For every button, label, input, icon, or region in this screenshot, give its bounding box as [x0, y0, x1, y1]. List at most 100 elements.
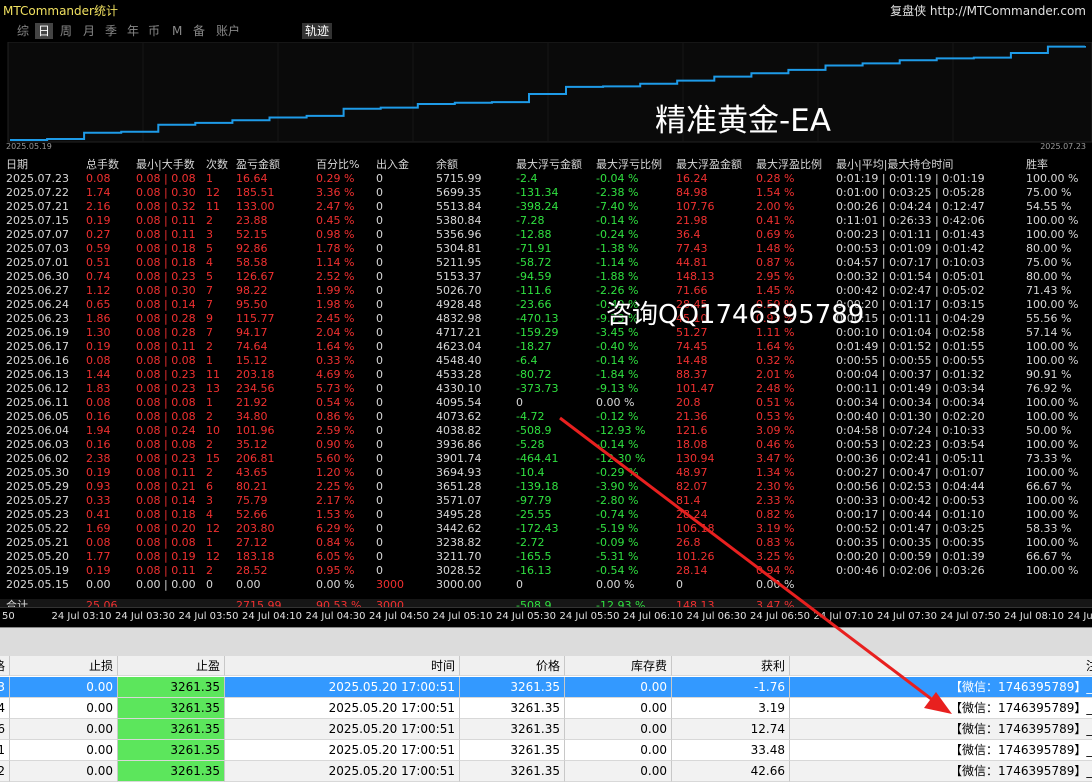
- orders-cell[interactable]: 2025.05.20 17:00:51: [225, 740, 460, 761]
- tab[interactable]: 月: [83, 24, 96, 38]
- orders-cell[interactable]: 0.00: [10, 761, 118, 782]
- orders-cell[interactable]: 【微信：1746395789】_1: [790, 761, 1092, 782]
- stats-cell: 3651.28: [436, 480, 482, 493]
- stats-cell: -131.34: [516, 186, 559, 199]
- tab[interactable]: 季: [105, 24, 118, 38]
- stats-cell: 0: [376, 340, 383, 353]
- orders-cell[interactable]: 3261.35: [460, 740, 565, 761]
- orders-cell[interactable]: 【微信：1746395789】_1: [790, 740, 1092, 761]
- stats-cell: 80.21: [236, 480, 268, 493]
- stats-cell: 0.93: [86, 480, 111, 493]
- stats-cell: 2025.07.03: [6, 242, 69, 255]
- orders-cell[interactable]: 3261.35: [118, 677, 225, 698]
- stats-cell: 50.00 %: [1026, 424, 1072, 437]
- orders-cell[interactable]: 42.66: [672, 761, 790, 782]
- orders-cell[interactable]: 3261.35: [460, 698, 565, 719]
- stats-cell: 0: [376, 410, 383, 423]
- stats-cell: -470.13: [516, 312, 559, 325]
- orders-cell[interactable]: 3261.35: [460, 677, 565, 698]
- stats-cell: 52.15: [236, 228, 268, 241]
- tab[interactable]: 年: [127, 24, 140, 38]
- equity-chart: 2025.05.19 2025.07.23 精准黄金-EA: [0, 41, 1092, 154]
- orders-cell[interactable]: 3261.35: [118, 719, 225, 740]
- stats-cell: 4: [206, 256, 213, 269]
- column-header: 日期: [6, 158, 28, 171]
- stats-cell: 1.77: [86, 550, 111, 563]
- stats-cell: 0.54 %: [316, 396, 355, 409]
- orders-cell[interactable]: 0.00: [565, 719, 672, 740]
- site-link[interactable]: 复盘侠 http://MTCommander.com: [890, 4, 1086, 18]
- orders-cell[interactable]: 3.19: [672, 698, 790, 719]
- stats-cell: 74.45: [676, 340, 708, 353]
- stats-cell: 0.83 %: [756, 536, 795, 549]
- stats-cell: 2025.07.01: [6, 256, 69, 269]
- tab[interactable]: 综: [17, 24, 30, 38]
- stats-cell: 44.81: [676, 256, 708, 269]
- orders-cell[interactable]: -1.76: [672, 677, 790, 698]
- orders-cell[interactable]: 【微信：1746395789】_8: [790, 677, 1092, 698]
- orders-cell[interactable]: 33.48: [672, 740, 790, 761]
- stats-cell: -2.38 %: [596, 186, 639, 199]
- stats-cell: -6.4: [516, 354, 538, 367]
- orders-cell[interactable]: 0.00: [565, 698, 672, 719]
- stats-cell: 0.08 | 0.14: [136, 298, 196, 311]
- stats-cell: -373.73: [516, 382, 559, 395]
- stats-cell: 45.10: [676, 312, 708, 325]
- orders-cell[interactable]: 0.00: [565, 740, 672, 761]
- stats-cell: -0.24 %: [596, 228, 639, 241]
- orders-cell[interactable]: 3261.35: [460, 761, 565, 782]
- stats-cell: 0:11:01 | 0:26:33 | 0:42:06: [836, 214, 985, 227]
- orders-cell[interactable]: 【微信：1746395789】_10: [790, 719, 1092, 740]
- stats-cell: 16.24: [676, 172, 708, 185]
- tab[interactable]: 账户: [216, 24, 241, 38]
- tab[interactable]: M: [172, 24, 183, 38]
- orders-cell[interactable]: 2025.05.20 17:00:51: [225, 698, 460, 719]
- stats-cell: 0: [376, 522, 383, 535]
- stats-cell: -1.84 %: [596, 368, 639, 381]
- orders-cell[interactable]: 2025.05.20 17:00:51: [225, 677, 460, 698]
- stats-cell: -7.28: [516, 214, 545, 227]
- orders-cell[interactable]: 12.74: [672, 719, 790, 740]
- stats-cell: 0:01:49 | 0:01:52 | 0:01:55: [836, 340, 985, 353]
- orders-cell[interactable]: 0.00: [10, 677, 118, 698]
- orders-cell[interactable]: 21: [0, 740, 10, 761]
- stats-cell: 88.37: [676, 368, 708, 381]
- tab[interactable]: 币: [148, 24, 161, 38]
- orders-cell[interactable]: 0.00: [565, 677, 672, 698]
- orders-cell[interactable]: 2025.05.20 17:00:51: [225, 761, 460, 782]
- stats-cell: 0:00:56 | 0:02:53 | 0:04:44: [836, 480, 985, 493]
- track-tab[interactable]: 轨迹: [302, 23, 333, 39]
- stats-cell: -94.59: [516, 270, 552, 283]
- orders-cell[interactable]: 3261.35: [118, 740, 225, 761]
- tab[interactable]: 周: [60, 24, 73, 38]
- stats-cell: 100.00 %: [1026, 214, 1079, 227]
- time-label: 24 Jul 03:30: [115, 611, 175, 622]
- stats-cell: 0.51: [86, 256, 111, 269]
- orders-cell[interactable]: 0.00: [10, 719, 118, 740]
- orders-cell[interactable]: 3261.35: [118, 698, 225, 719]
- orders-cell[interactable]: 26: [0, 719, 10, 740]
- orders-cell[interactable]: 72: [0, 761, 10, 782]
- stats-cell: 0.00 %: [596, 578, 635, 591]
- stats-cell: 101.26: [676, 550, 715, 563]
- stats-cell: 3694.93: [436, 466, 482, 479]
- orders-cell[interactable]: 54: [0, 698, 10, 719]
- tab[interactable]: 日: [35, 23, 54, 39]
- orders-cell[interactable]: 3: [0, 677, 10, 698]
- orders-cell[interactable]: 0.00: [565, 761, 672, 782]
- stats-cell: -5.19 %: [596, 522, 639, 535]
- orders-cell[interactable]: 3261.35: [460, 719, 565, 740]
- stats-cell: 0.08 | 0.28: [136, 312, 196, 325]
- stats-cell: -4.72: [516, 410, 545, 423]
- orders-cell[interactable]: 0.00: [10, 698, 118, 719]
- orders-cell[interactable]: 0.00: [10, 740, 118, 761]
- orders-cell[interactable]: 【微信：1746395789】_9: [790, 698, 1092, 719]
- orders-cell[interactable]: 2025.05.20 17:00:51: [225, 719, 460, 740]
- column-header: 余额: [436, 158, 458, 171]
- tab[interactable]: 备: [193, 24, 206, 38]
- stats-cell: -508.9: [516, 424, 552, 437]
- stats-cell: -0.09 %: [596, 536, 639, 549]
- stats-cell: 100.00 %: [1026, 396, 1079, 409]
- stats-cell: 74.64: [236, 340, 268, 353]
- orders-cell[interactable]: 3261.35: [118, 761, 225, 782]
